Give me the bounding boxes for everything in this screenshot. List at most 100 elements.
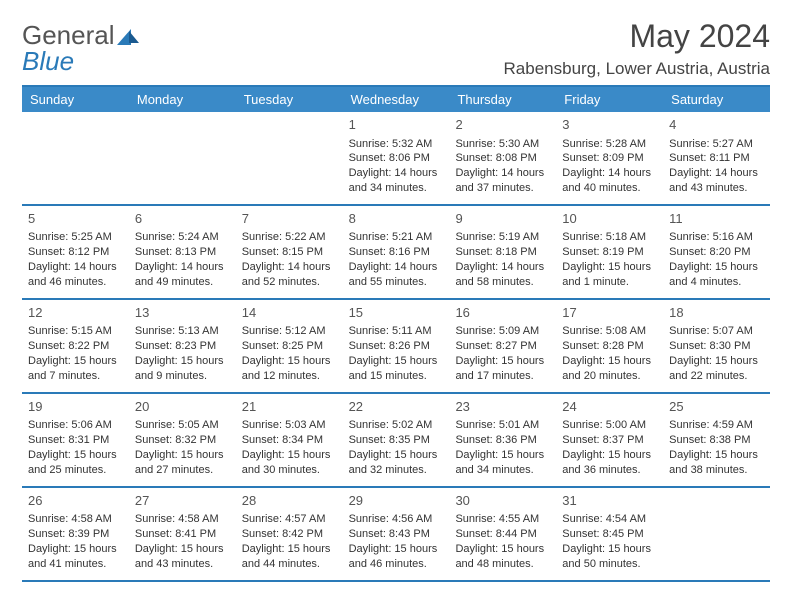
daylight-text: Daylight: 15 hours: [28, 542, 123, 557]
sunset-text: Sunset: 8:37 PM: [562, 433, 657, 448]
daylight-text: Daylight: 14 hours: [455, 166, 550, 181]
daylight-text: and 15 minutes.: [349, 369, 444, 384]
day-header: Tuesday: [236, 87, 343, 112]
sunset-text: Sunset: 8:20 PM: [669, 245, 764, 260]
daylight-text: and 46 minutes.: [349, 557, 444, 572]
header: General Blue May 2024 Rabensburg, Lower …: [22, 18, 770, 79]
day-cell: 17Sunrise: 5:08 AMSunset: 8:28 PMDayligh…: [556, 300, 663, 392]
daylight-text: Daylight: 15 hours: [28, 354, 123, 369]
day-cell: 28Sunrise: 4:57 AMSunset: 8:42 PMDayligh…: [236, 488, 343, 580]
sunset-text: Sunset: 8:42 PM: [242, 527, 337, 542]
day-number: 15: [349, 304, 444, 322]
daylight-text: and 44 minutes.: [242, 557, 337, 572]
sunrise-text: Sunrise: 5:01 AM: [455, 418, 550, 433]
sunrise-text: Sunrise: 4:57 AM: [242, 512, 337, 527]
day-cell: 5Sunrise: 5:25 AMSunset: 8:12 PMDaylight…: [22, 206, 129, 298]
daylight-text: and 46 minutes.: [28, 275, 123, 290]
daylight-text: Daylight: 14 hours: [242, 260, 337, 275]
daylight-text: and 12 minutes.: [242, 369, 337, 384]
sunset-text: Sunset: 8:22 PM: [28, 339, 123, 354]
sunrise-text: Sunrise: 5:15 AM: [28, 324, 123, 339]
day-number: 10: [562, 210, 657, 228]
daylight-text: and 20 minutes.: [562, 369, 657, 384]
sunrise-text: Sunrise: 5:08 AM: [562, 324, 657, 339]
day-number: 30: [455, 492, 550, 510]
sunset-text: Sunset: 8:26 PM: [349, 339, 444, 354]
logo-triangle2-icon: [129, 31, 139, 43]
daylight-text: and 43 minutes.: [135, 557, 230, 572]
day-cell: 27Sunrise: 4:58 AMSunset: 8:41 PMDayligh…: [129, 488, 236, 580]
day-cell: 31Sunrise: 4:54 AMSunset: 8:45 PMDayligh…: [556, 488, 663, 580]
sunrise-text: Sunrise: 5:30 AM: [455, 137, 550, 152]
daylight-text: Daylight: 15 hours: [242, 354, 337, 369]
sunrise-text: Sunrise: 5:05 AM: [135, 418, 230, 433]
sunset-text: Sunset: 8:36 PM: [455, 433, 550, 448]
sunrise-text: Sunrise: 5:13 AM: [135, 324, 230, 339]
calendar: SundayMondayTuesdayWednesdayThursdayFrid…: [22, 85, 770, 582]
sunset-text: Sunset: 8:09 PM: [562, 151, 657, 166]
location-subtitle: Rabensburg, Lower Austria, Austria: [504, 59, 770, 79]
day-number: 22: [349, 398, 444, 416]
day-cell: 20Sunrise: 5:05 AMSunset: 8:32 PMDayligh…: [129, 394, 236, 486]
daylight-text: Daylight: 15 hours: [135, 448, 230, 463]
week-row: 26Sunrise: 4:58 AMSunset: 8:39 PMDayligh…: [22, 488, 770, 582]
day-number: 23: [455, 398, 550, 416]
sunset-text: Sunset: 8:12 PM: [28, 245, 123, 260]
daylight-text: Daylight: 15 hours: [135, 354, 230, 369]
daylight-text: Daylight: 14 hours: [349, 260, 444, 275]
sunrise-text: Sunrise: 5:21 AM: [349, 230, 444, 245]
sunset-text: Sunset: 8:15 PM: [242, 245, 337, 260]
day-cell: 1Sunrise: 5:32 AMSunset: 8:06 PMDaylight…: [343, 112, 450, 204]
daylight-text: Daylight: 15 hours: [242, 448, 337, 463]
day-number: 25: [669, 398, 764, 416]
day-cell: 16Sunrise: 5:09 AMSunset: 8:27 PMDayligh…: [449, 300, 556, 392]
sunrise-text: Sunrise: 5:25 AM: [28, 230, 123, 245]
daylight-text: Daylight: 15 hours: [349, 448, 444, 463]
daylight-text: Daylight: 14 hours: [669, 166, 764, 181]
day-cell: 8Sunrise: 5:21 AMSunset: 8:16 PMDaylight…: [343, 206, 450, 298]
title-block: May 2024 Rabensburg, Lower Austria, Aust…: [504, 18, 770, 79]
day-cell: 29Sunrise: 4:56 AMSunset: 8:43 PMDayligh…: [343, 488, 450, 580]
day-number: 2: [455, 116, 550, 134]
daylight-text: and 49 minutes.: [135, 275, 230, 290]
sunset-text: Sunset: 8:45 PM: [562, 527, 657, 542]
day-number: 1: [349, 116, 444, 134]
day-cell: 19Sunrise: 5:06 AMSunset: 8:31 PMDayligh…: [22, 394, 129, 486]
daylight-text: Daylight: 14 hours: [455, 260, 550, 275]
daylight-text: and 52 minutes.: [242, 275, 337, 290]
day-number: 29: [349, 492, 444, 510]
daylight-text: Daylight: 14 hours: [28, 260, 123, 275]
sunset-text: Sunset: 8:43 PM: [349, 527, 444, 542]
daylight-text: and 36 minutes.: [562, 463, 657, 478]
daylight-text: Daylight: 15 hours: [455, 354, 550, 369]
day-cell: [663, 488, 770, 580]
sunset-text: Sunset: 8:38 PM: [669, 433, 764, 448]
week-row: 1Sunrise: 5:32 AMSunset: 8:06 PMDaylight…: [22, 112, 770, 206]
daylight-text: and 27 minutes.: [135, 463, 230, 478]
sunrise-text: Sunrise: 5:02 AM: [349, 418, 444, 433]
day-cell: 24Sunrise: 5:00 AMSunset: 8:37 PMDayligh…: [556, 394, 663, 486]
day-cell: 18Sunrise: 5:07 AMSunset: 8:30 PMDayligh…: [663, 300, 770, 392]
daylight-text: Daylight: 15 hours: [562, 260, 657, 275]
day-number: 24: [562, 398, 657, 416]
day-number: 9: [455, 210, 550, 228]
logo-part2: Blue: [22, 46, 74, 76]
logo: General Blue: [22, 18, 139, 74]
day-number: 19: [28, 398, 123, 416]
daylight-text: Daylight: 15 hours: [669, 448, 764, 463]
day-number: 18: [669, 304, 764, 322]
sunset-text: Sunset: 8:34 PM: [242, 433, 337, 448]
sunrise-text: Sunrise: 5:11 AM: [349, 324, 444, 339]
daylight-text: Daylight: 15 hours: [562, 542, 657, 557]
sunrise-text: Sunrise: 5:19 AM: [455, 230, 550, 245]
day-cell: 9Sunrise: 5:19 AMSunset: 8:18 PMDaylight…: [449, 206, 556, 298]
day-cell: 7Sunrise: 5:22 AMSunset: 8:15 PMDaylight…: [236, 206, 343, 298]
day-header: Saturday: [663, 87, 770, 112]
daylight-text: Daylight: 15 hours: [28, 448, 123, 463]
day-cell: 23Sunrise: 5:01 AMSunset: 8:36 PMDayligh…: [449, 394, 556, 486]
daylight-text: and 43 minutes.: [669, 181, 764, 196]
sunset-text: Sunset: 8:41 PM: [135, 527, 230, 542]
day-header: Friday: [556, 87, 663, 112]
sunset-text: Sunset: 8:19 PM: [562, 245, 657, 260]
daylight-text: and 1 minute.: [562, 275, 657, 290]
